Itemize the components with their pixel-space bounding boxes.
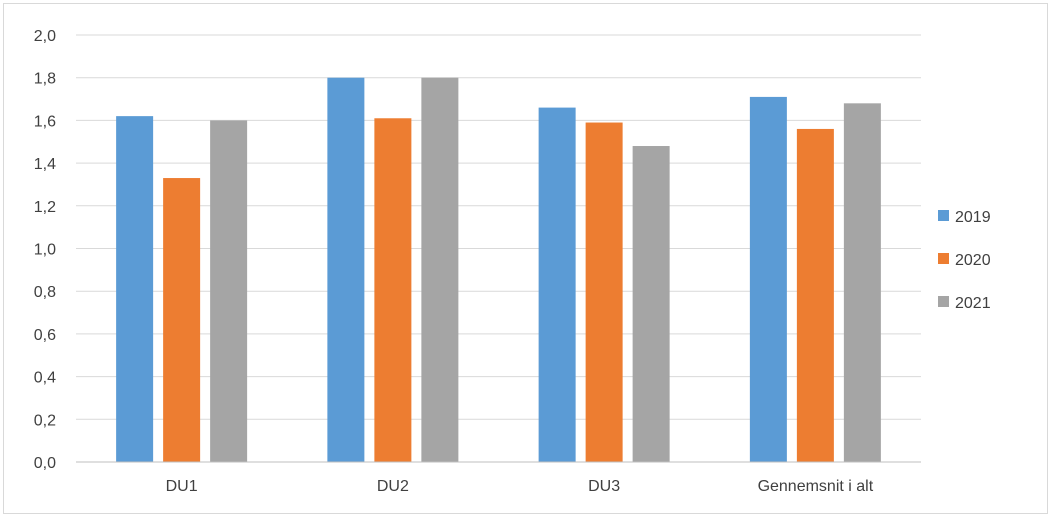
bar-2021-gennemsnit-i-alt	[843, 103, 881, 462]
bars	[116, 77, 881, 463]
y-tick-label: 0,6	[34, 327, 56, 344]
chart-frame: 0,0 0,2 0,4 0,6 0,8 1,0 1,2 1,4 1,6 1,8 2,0 DU1 DU2 D…	[3, 3, 1048, 514]
x-tick-label: Gennemsnit i alt	[758, 478, 874, 495]
bar-2021-du1	[210, 120, 248, 463]
x-tick-label: DU3	[588, 478, 620, 495]
legend-swatch-2020	[938, 253, 949, 264]
gridlines	[76, 34, 921, 420]
bar-2020-du3	[585, 122, 623, 462]
bar-2021-du3	[632, 146, 670, 462]
y-tick-label: 1,4	[34, 156, 56, 173]
bar-2020-du1	[163, 178, 201, 463]
y-tick-label: 2,0	[34, 28, 56, 45]
bar-2021-du2	[421, 77, 459, 462]
y-tick-label: 1,0	[34, 242, 56, 259]
bar-2019-gennemsnit-i-alt	[749, 96, 787, 462]
x-tick-label: DU1	[166, 478, 198, 495]
bar-2020-gennemsnit-i-alt	[796, 128, 834, 462]
y-tick-label: 1,2	[34, 199, 56, 216]
legend-label-2019: 2019	[955, 209, 991, 226]
y-tick-label: 0,8	[34, 284, 56, 301]
bar-2020-du2	[374, 118, 412, 462]
y-tick-label: 0,0	[34, 455, 56, 472]
y-tick-label: 0,4	[34, 370, 56, 387]
bar-chart: 0,0 0,2 0,4 0,6 0,8 1,0 1,2 1,4 1,6 1,8 2,0 DU1 DU2 D…	[34, 28, 991, 495]
legend: 2019 2020 2021	[938, 209, 991, 312]
legend-swatch-2021	[938, 296, 949, 307]
y-tick-label: 1,8	[34, 71, 56, 88]
x-tick-label: DU2	[377, 478, 409, 495]
legend-label-2021: 2021	[955, 295, 991, 312]
legend-label-2020: 2020	[955, 252, 991, 269]
y-tick-label: 1,6	[34, 113, 56, 130]
y-tick-label: 0,2	[34, 412, 56, 429]
bar-2019-du3	[538, 107, 576, 462]
legend-swatch-2019	[938, 210, 949, 221]
bar-2019-du1	[116, 116, 154, 462]
bar-2019-du2	[327, 77, 365, 462]
axes: 0,0 0,2 0,4 0,6 0,8 1,0 1,2 1,4 1,6 1,8 2,0 DU1 DU2 D…	[34, 28, 921, 495]
